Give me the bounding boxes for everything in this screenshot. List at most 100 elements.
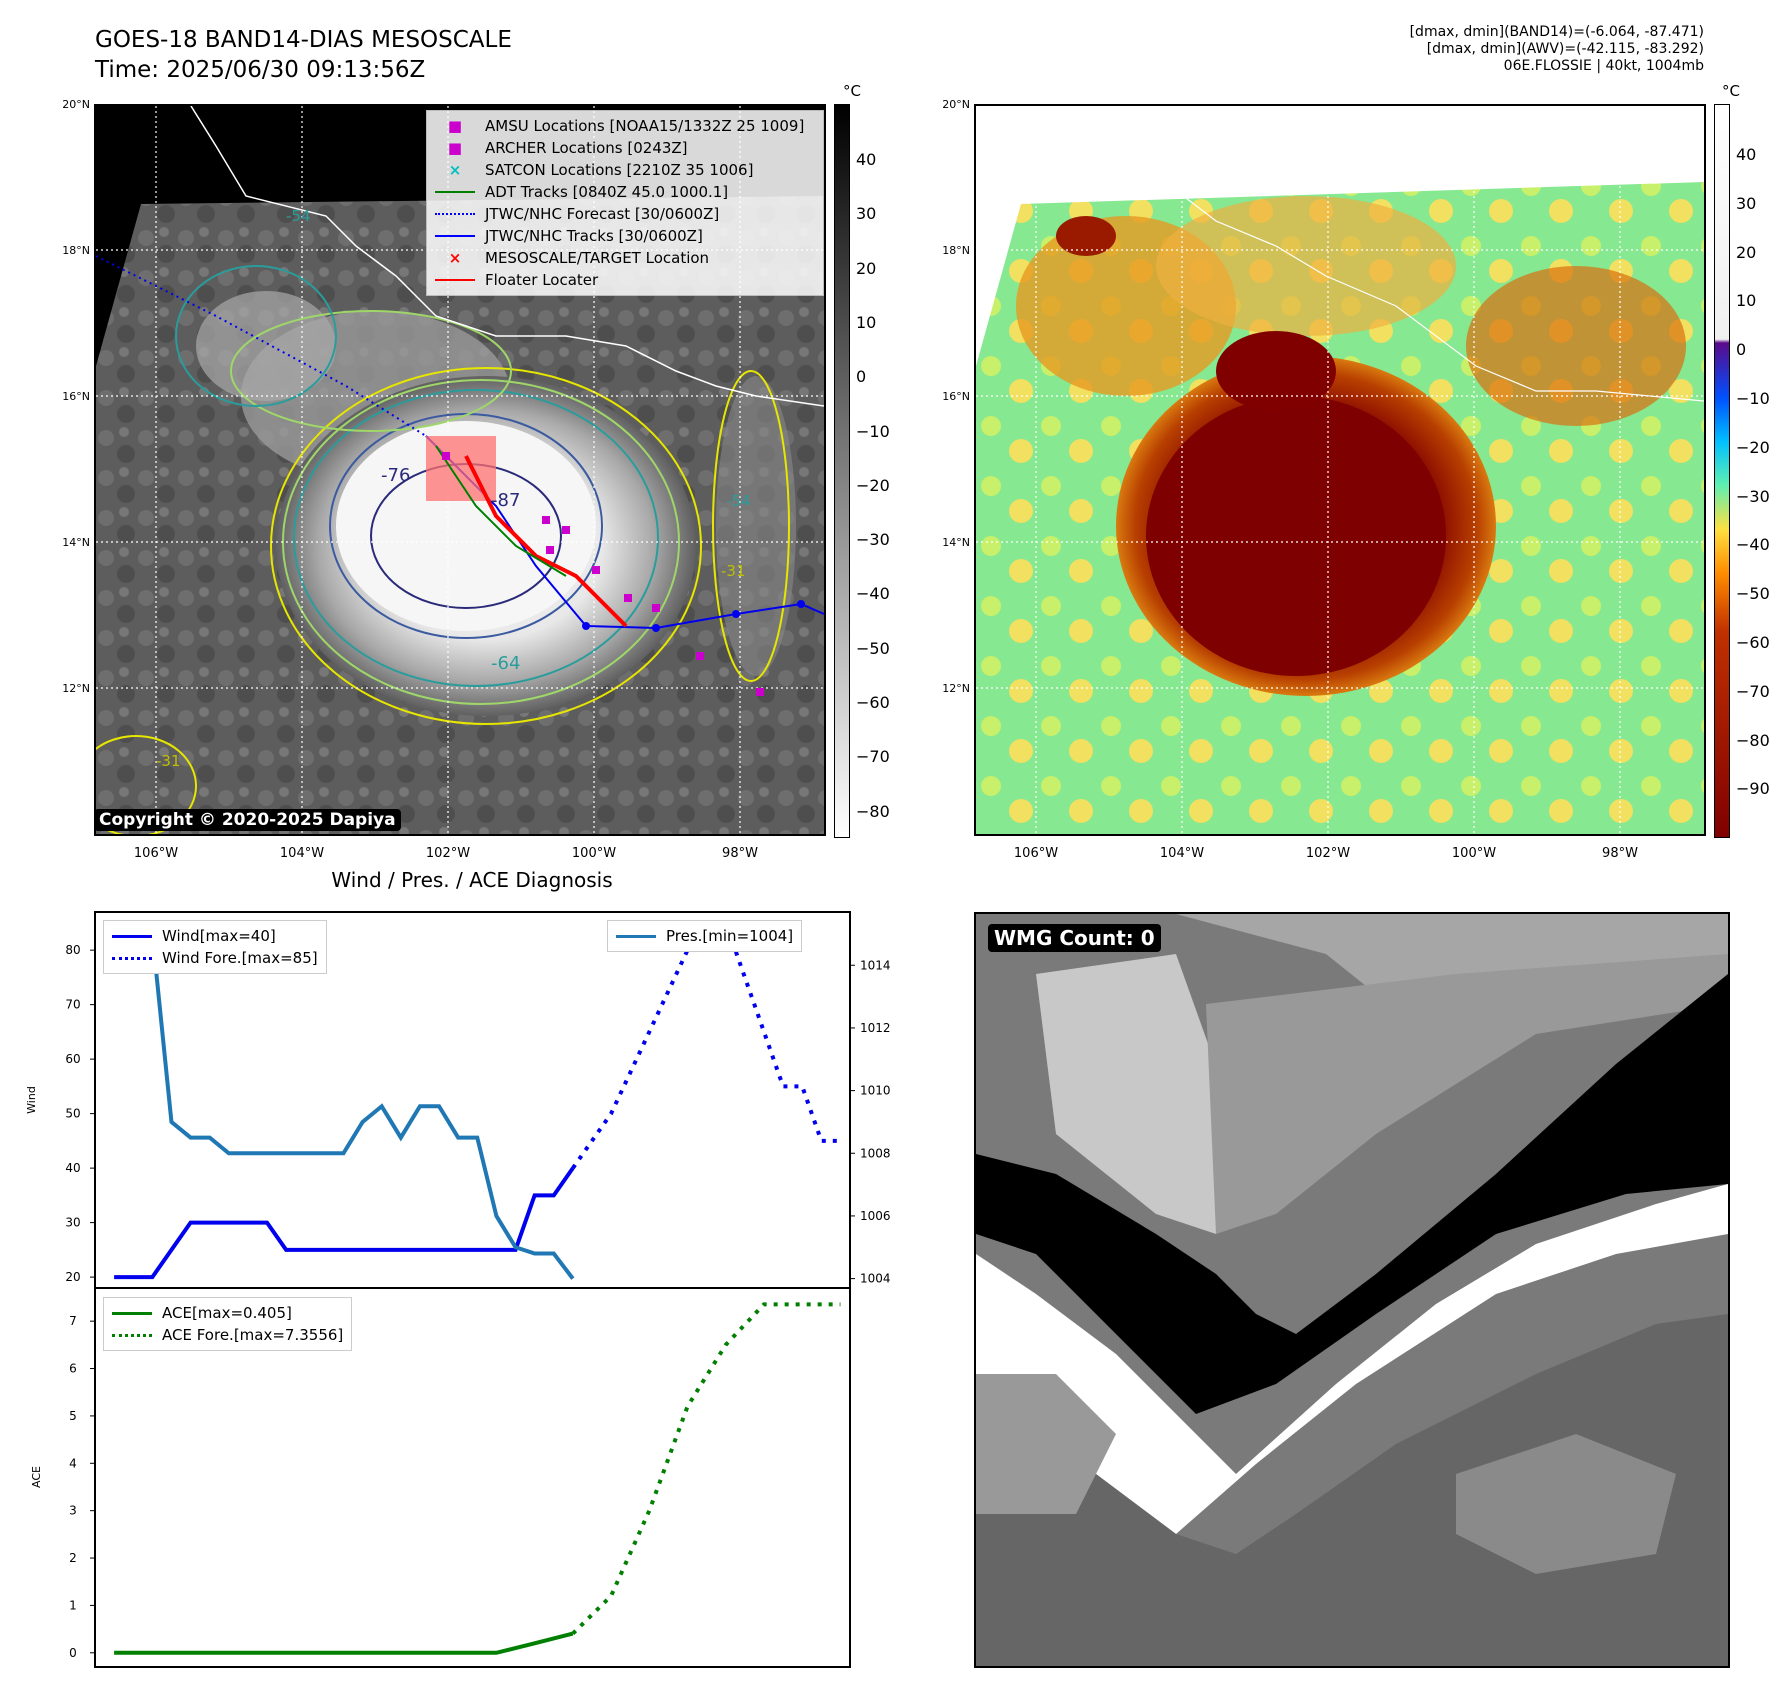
ace-axis-label: ACE (30, 1466, 43, 1488)
colorbar-tick-label: 20 (856, 258, 877, 278)
ace-ytick-label: 0 (69, 1646, 77, 1660)
contour-label: -31 (156, 752, 181, 770)
lat-label: 14°N (942, 536, 970, 549)
wind-ytick-label: 50 (65, 1107, 80, 1121)
line-swatch-icon (616, 934, 656, 938)
colorbar-tick-label: 20 (1736, 242, 1757, 262)
wmg-count-label: WMG Count: 0 (988, 924, 1161, 952)
colorbar-tick-label: −20 (856, 475, 890, 495)
lat-label: 16°N (62, 390, 90, 403)
wmg-image (976, 914, 1728, 1666)
legend-tracks: JTWC/NHC Tracks [30/0600Z] (435, 225, 815, 247)
series-line-ace-fore- (571, 1302, 841, 1636)
ir-legend: ■ AMSU Locations [NOAA15/1332Z 25 1009] ■… (426, 110, 824, 296)
contour-label: -76 (381, 465, 410, 486)
colorbar-tick-label: 30 (1736, 193, 1757, 213)
wind-ytick-label: 40 (65, 1161, 80, 1175)
legend-forecast: JTWC/NHC Forecast [30/0600Z] (435, 203, 815, 225)
dotted-line-icon (112, 956, 152, 960)
ace-ytick-label: 6 (69, 1362, 77, 1376)
pressure-ytick-label: 1010 (860, 1084, 891, 1098)
pressure-ytick-label: 1014 (860, 958, 891, 972)
info-storm: 06E.FLOSSIE | 40kt, 1004mb (1503, 58, 1704, 74)
wv-lat-labels: 20°N 18°N 16°N 14°N 12°N (920, 98, 970, 836)
wv-colorbar (1714, 104, 1730, 838)
contour-label: -54 (726, 492, 751, 510)
pressure-ytick-label: 1006 (860, 1209, 891, 1223)
legend-floater: Floater Locater (435, 269, 815, 291)
lon-label: 102°W (425, 846, 471, 861)
ace-ytick-label: 3 (69, 1504, 77, 1518)
info-awv: [dmax, dmin](AWV)=(-42.115, -83.292) (1426, 41, 1704, 57)
colorbar-tick-label: 30 (856, 204, 877, 224)
lat-label: 20°N (62, 98, 90, 111)
colorbar-tick-label: −40 (856, 584, 890, 604)
pressure-ytick-label: 1008 (860, 1146, 891, 1160)
line-swatch-icon (112, 934, 152, 938)
legend-mesoscale: × MESOSCALE/TARGET Location (435, 247, 815, 269)
wv-satellite-panel (974, 104, 1706, 836)
lat-label: 16°N (942, 390, 970, 403)
lon-label: 100°W (1451, 846, 1497, 861)
line-swatch-icon (112, 1311, 152, 1315)
lat-label: 14°N (62, 536, 90, 549)
x-marker-icon: × (448, 249, 462, 267)
lon-label: 98°W (722, 846, 758, 861)
lat-label: 12°N (62, 682, 90, 695)
ir-colorbar-ticks: 40 30 20 10 0 −10 −20 −30 −40 −50 −60 −70 −80 (856, 104, 916, 836)
line-swatch-icon (435, 191, 475, 193)
lon-label: 98°W (1602, 846, 1638, 861)
colorbar-tick-label: −10 (856, 421, 890, 441)
wind-ytick-label: 80 (65, 943, 80, 957)
wind-ytick-label: 30 (65, 1216, 80, 1230)
info-band14: [dmax, dmin](BAND14)=(-6.064, -87.471) (1409, 24, 1704, 40)
info-block: [dmax, dmin](BAND14)=(-6.064, -87.471) [… (1410, 24, 1704, 75)
series-line-wind (114, 1166, 575, 1280)
colorbar-tick-label: −70 (856, 747, 890, 767)
ir-lat-labels: 20°N 18°N 16°N 14°N 12°N (40, 98, 90, 836)
contour-label: -54 (286, 207, 311, 225)
dotted-line-icon (112, 1333, 152, 1337)
series-line-ace (114, 1631, 574, 1655)
colorbar-tick-label: −10 (1736, 389, 1770, 408)
lon-label: 104°W (279, 846, 325, 861)
wind-ytick-label: 20 (65, 1270, 80, 1284)
legend-adt: ADT Tracks [0840Z 45.0 1000.1] (435, 181, 815, 203)
wv-colorbar-unit: °C (1722, 82, 1740, 100)
colorbar-tick-label: −40 (1736, 535, 1770, 555)
figure-time: Time: 2025/06/30 09:13:56Z (95, 57, 426, 83)
lon-label: 102°W (1305, 846, 1351, 861)
lon-label: 100°W (571, 846, 617, 861)
ace-plot-frame (94, 1287, 851, 1668)
x-marker-icon: × (448, 161, 462, 179)
legend-ace: ACE[max=0.405] (112, 1302, 343, 1324)
colorbar-tick-label: −80 (856, 801, 890, 821)
ir-colorbar (834, 104, 850, 838)
colorbar-tick-label: −80 (1736, 730, 1770, 750)
colorbar-tick-label: 10 (1736, 291, 1757, 311)
contour-label: -64 (491, 653, 520, 674)
wind-ytick-label: 60 (65, 1052, 80, 1066)
ir-lon-labels: 106°W 104°W 102°W 100°W 98°W (94, 846, 826, 866)
legend-satcon: × SATCON Locations [2210Z 35 1006] (435, 159, 815, 181)
lat-label: 12°N (942, 682, 970, 695)
square-icon: ■ (447, 139, 463, 157)
colorbar-tick-label: −60 (856, 693, 890, 712)
wv-colorbar-ticks: 40 30 20 10 0 −10 −20 −30 −40 −50 −60 −70 −80 −90 (1736, 104, 1786, 836)
lat-label: 18°N (942, 244, 970, 257)
ace-ytick-label: 7 (69, 1314, 77, 1328)
colorbar-tick-label: −60 (1736, 633, 1770, 652)
figure-title: GOES-18 BAND14-DIAS MESOSCALE (95, 27, 512, 53)
colorbar-tick-label: 40 (1736, 145, 1757, 164)
ace-legend: ACE[max=0.405] ACE Fore.[max=7.3556] (103, 1297, 353, 1351)
ace-ytick-label: 4 (69, 1456, 77, 1470)
diagnosis-title: Wind / Pres. / ACE Diagnosis (331, 868, 613, 892)
colorbar-tick-label: −90 (1736, 779, 1770, 799)
legend-archer: ■ ARCHER Locations [0243Z] (435, 137, 815, 159)
pressure-ytick-label: 1012 (860, 1021, 891, 1035)
ace-ytick-label: 2 (69, 1551, 77, 1565)
wind-legend: Wind[max=40] Wind Fore.[max=85] (103, 920, 327, 974)
ace-ytick-label: 5 (69, 1409, 77, 1423)
pressure-ytick-label: 1004 (860, 1272, 891, 1286)
lat-label: 18°N (62, 244, 90, 257)
